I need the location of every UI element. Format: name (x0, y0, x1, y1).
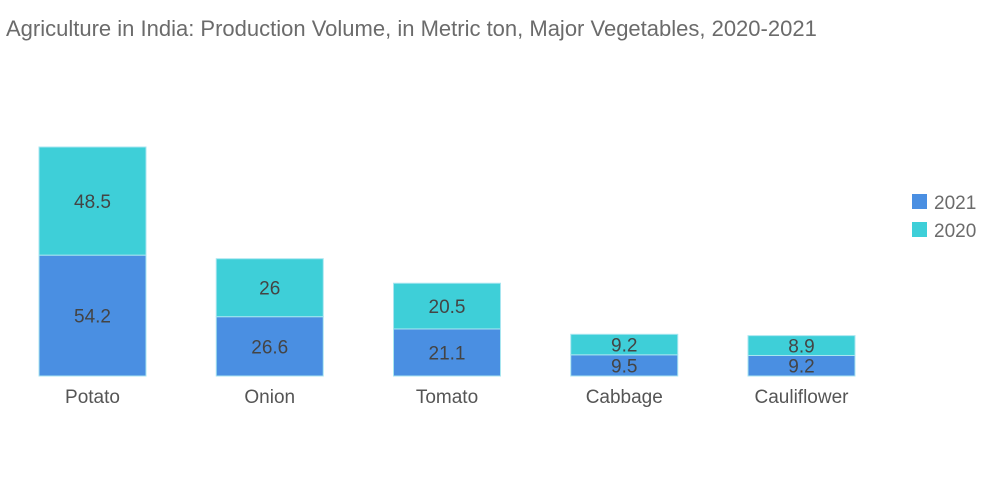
x-tick-label: Cabbage (586, 387, 663, 408)
x-tick-label: Onion (244, 387, 295, 408)
chart-title: Agriculture in India: Production Volume,… (6, 16, 817, 41)
legend-swatch-2020 (912, 222, 927, 237)
data-label-tomato-2020: 20.5 (429, 297, 466, 318)
data-label-onion-2021: 26.6 (251, 337, 288, 358)
bar-onion-2021 (215, 316, 324, 377)
bar-tomato-2020 (393, 282, 501, 330)
x-tick-label: Tomato (416, 387, 478, 408)
data-label-potato-2020: 48.5 (74, 192, 111, 213)
legend-swatch-2021 (912, 194, 927, 209)
data-label-potato-2021: 54.2 (74, 307, 111, 328)
data-label-cabbage-2021: 9.5 (611, 356, 637, 377)
data-label-cabbage-2020: 9.2 (611, 336, 637, 357)
x-tick-label: Cauliflower (755, 387, 850, 408)
data-label-onion-2020: 26 (259, 279, 280, 300)
bar-tomato-2021 (393, 328, 501, 377)
data-label-tomato-2021: 21.1 (429, 343, 466, 364)
bar-onion-2020 (215, 258, 324, 318)
bar-cabbage-2020 (570, 333, 679, 356)
bar-cauliflower-2020 (747, 335, 856, 356)
data-label-cauliflower-2021: 9.2 (788, 357, 814, 378)
legend-label-2020: 2020 (934, 221, 976, 242)
data-label-cauliflower-2020: 8.9 (788, 337, 814, 358)
legend-label-2021: 2021 (934, 193, 976, 214)
x-tick-label: Potato (65, 387, 120, 408)
bar-potato-2021 (38, 254, 147, 377)
bar-potato-2020 (38, 146, 147, 256)
